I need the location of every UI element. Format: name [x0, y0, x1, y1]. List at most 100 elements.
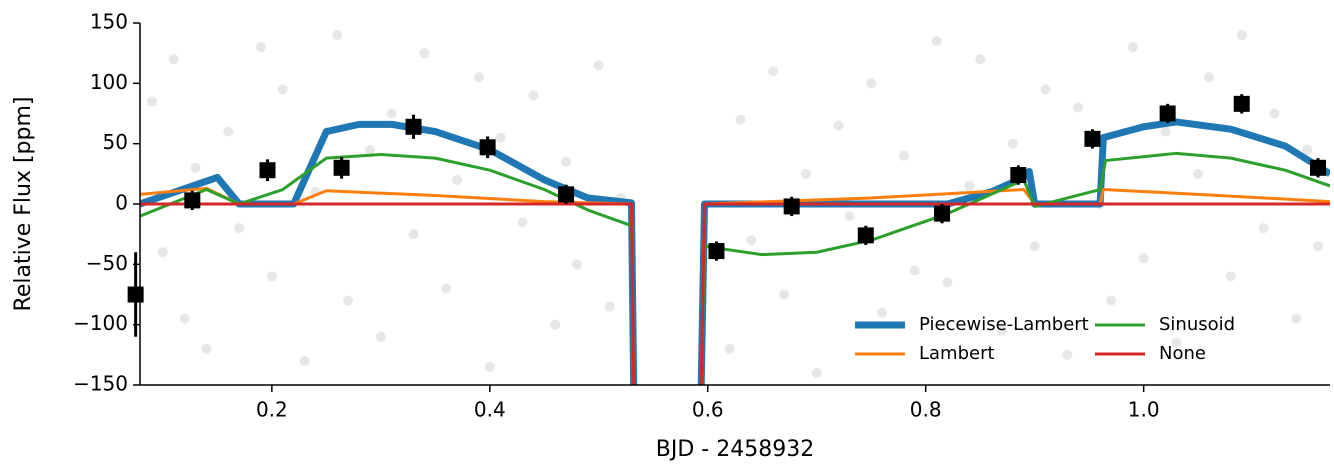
raw-point — [1040, 84, 1051, 95]
raw-point — [364, 144, 375, 155]
x-axis-label: BJD - 2458932 — [656, 437, 814, 462]
raw-point — [1171, 337, 1182, 348]
raw-point — [996, 325, 1007, 336]
raw-point — [833, 120, 844, 131]
raw-point — [157, 247, 168, 258]
y-tick-label: −150 — [73, 372, 128, 396]
raw-point — [495, 132, 506, 143]
binned-point — [127, 286, 144, 303]
y-tick-label: 0 — [115, 191, 128, 215]
series-line — [140, 202, 1330, 385]
series-line — [140, 151, 1330, 385]
raw-point — [452, 174, 463, 185]
raw-point — [877, 307, 888, 318]
raw-point — [255, 42, 266, 53]
axes-layer: −150 −100 −50 0 50 100 150 0.2 0.4 0.6 0.8 1.0 Piece… — [73, 10, 1330, 422]
raw-point — [277, 84, 288, 95]
raw-point — [332, 30, 343, 41]
binned-point — [934, 205, 951, 222]
raw-point — [179, 313, 190, 324]
raw-point — [1073, 102, 1084, 113]
raw-point — [779, 289, 790, 300]
raw-point — [898, 150, 909, 161]
raw-point — [942, 277, 953, 288]
raw-point — [441, 283, 452, 294]
raw-point — [975, 54, 986, 65]
raw-point — [1313, 241, 1324, 252]
binned-point — [184, 192, 201, 209]
raw-point — [550, 319, 561, 330]
raw-point — [375, 331, 386, 342]
binned-point — [259, 162, 276, 179]
y-tick-label: 100 — [90, 70, 128, 94]
raw-point — [146, 96, 157, 107]
raw-point — [746, 235, 757, 246]
legend-label: Sinusoid — [1159, 314, 1235, 335]
raw-point — [1302, 144, 1313, 155]
raw-point — [1236, 30, 1247, 41]
binned-point — [1310, 159, 1327, 176]
series-line — [140, 186, 1330, 385]
raw-point — [571, 259, 582, 270]
raw-point — [1007, 138, 1018, 149]
raw-point — [473, 72, 484, 83]
binned-point — [708, 243, 725, 260]
x-tick-label: 0.2 — [256, 398, 288, 422]
raw-point — [234, 223, 245, 234]
legend-label: Piecewise-Lambert — [919, 314, 1089, 335]
raw-point — [800, 168, 811, 179]
y-tick-label: −50 — [86, 251, 128, 275]
series-line — [140, 118, 1330, 385]
y-tick-label: 50 — [103, 130, 128, 154]
x-tick-label: 1.0 — [1128, 398, 1160, 422]
raw-point — [931, 36, 942, 47]
raw-point — [299, 355, 310, 366]
raw-point — [964, 180, 975, 191]
y-axis-label: Relative Flux [ppm] — [11, 97, 36, 312]
raw-point — [1138, 253, 1149, 264]
raw-point — [517, 217, 528, 228]
binned-point — [1233, 95, 1250, 112]
lines-layer — [140, 118, 1330, 385]
binned-point — [1084, 130, 1101, 147]
raw-point — [223, 126, 234, 137]
x-tick-label: 0.8 — [910, 398, 942, 422]
y-tick-label: 150 — [90, 10, 128, 34]
binned-layer — [127, 94, 1327, 337]
binned-point — [783, 198, 800, 215]
scatter-layer — [146, 30, 1324, 378]
binned-point — [558, 186, 575, 203]
raw-point — [1127, 42, 1138, 53]
x-tick-label: 0.4 — [474, 398, 506, 422]
raw-point — [604, 301, 615, 312]
raw-point — [866, 78, 877, 89]
raw-point — [561, 156, 572, 167]
binned-point — [479, 139, 496, 156]
raw-point — [528, 90, 539, 101]
raw-point — [1269, 108, 1280, 119]
raw-point — [386, 108, 397, 119]
raw-point — [1160, 126, 1171, 137]
raw-point — [1258, 223, 1269, 234]
raw-point — [419, 48, 430, 59]
legend-label: Lambert — [919, 343, 995, 364]
y-tick-label: −100 — [73, 311, 128, 335]
raw-point — [735, 114, 746, 125]
binned-point — [857, 227, 874, 244]
raw-point — [266, 271, 277, 282]
raw-point — [1105, 295, 1116, 306]
raw-point — [724, 343, 735, 354]
legend-label: None — [1159, 343, 1206, 364]
raw-point — [1204, 72, 1215, 83]
raw-point — [1062, 349, 1073, 360]
raw-point — [1291, 313, 1302, 324]
binned-point — [1010, 167, 1027, 184]
raw-point — [1029, 241, 1040, 252]
raw-point — [190, 162, 201, 173]
raw-point — [1193, 168, 1204, 179]
raw-point — [768, 66, 779, 77]
binned-point — [1159, 105, 1176, 122]
raw-point — [168, 54, 179, 65]
raw-point — [201, 343, 212, 354]
